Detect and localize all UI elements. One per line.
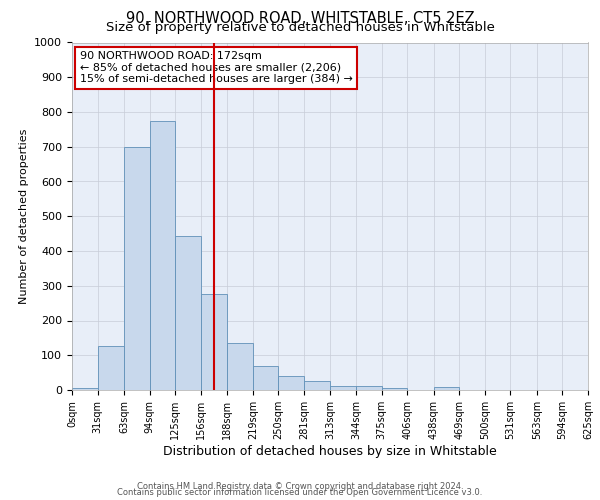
Text: 90 NORTHWOOD ROAD: 172sqm
← 85% of detached houses are smaller (2,206)
15% of se: 90 NORTHWOOD ROAD: 172sqm ← 85% of detac…	[80, 51, 353, 84]
Bar	[98, 346, 124, 390]
X-axis label: Distribution of detached houses by size in Whitstable: Distribution of detached houses by size …	[163, 444, 497, 458]
Bar	[253, 366, 278, 390]
Bar	[149, 120, 175, 390]
Text: Contains public sector information licensed under the Open Government Licence v3: Contains public sector information licen…	[118, 488, 482, 497]
Bar	[175, 236, 201, 390]
Text: 90, NORTHWOOD ROAD, WHITSTABLE, CT5 2EZ: 90, NORTHWOOD ROAD, WHITSTABLE, CT5 2EZ	[125, 11, 475, 26]
Y-axis label: Number of detached properties: Number of detached properties	[19, 128, 29, 304]
Bar	[331, 386, 356, 390]
Text: Size of property relative to detached houses in Whitstable: Size of property relative to detached ho…	[106, 21, 494, 34]
Bar	[124, 147, 149, 390]
Bar	[356, 386, 382, 390]
Bar	[278, 376, 304, 390]
Bar	[201, 294, 227, 390]
Bar	[227, 343, 253, 390]
Bar	[72, 388, 98, 390]
Bar	[382, 388, 407, 390]
Bar	[434, 386, 459, 390]
Bar	[304, 382, 331, 390]
Text: Contains HM Land Registry data © Crown copyright and database right 2024.: Contains HM Land Registry data © Crown c…	[137, 482, 463, 491]
